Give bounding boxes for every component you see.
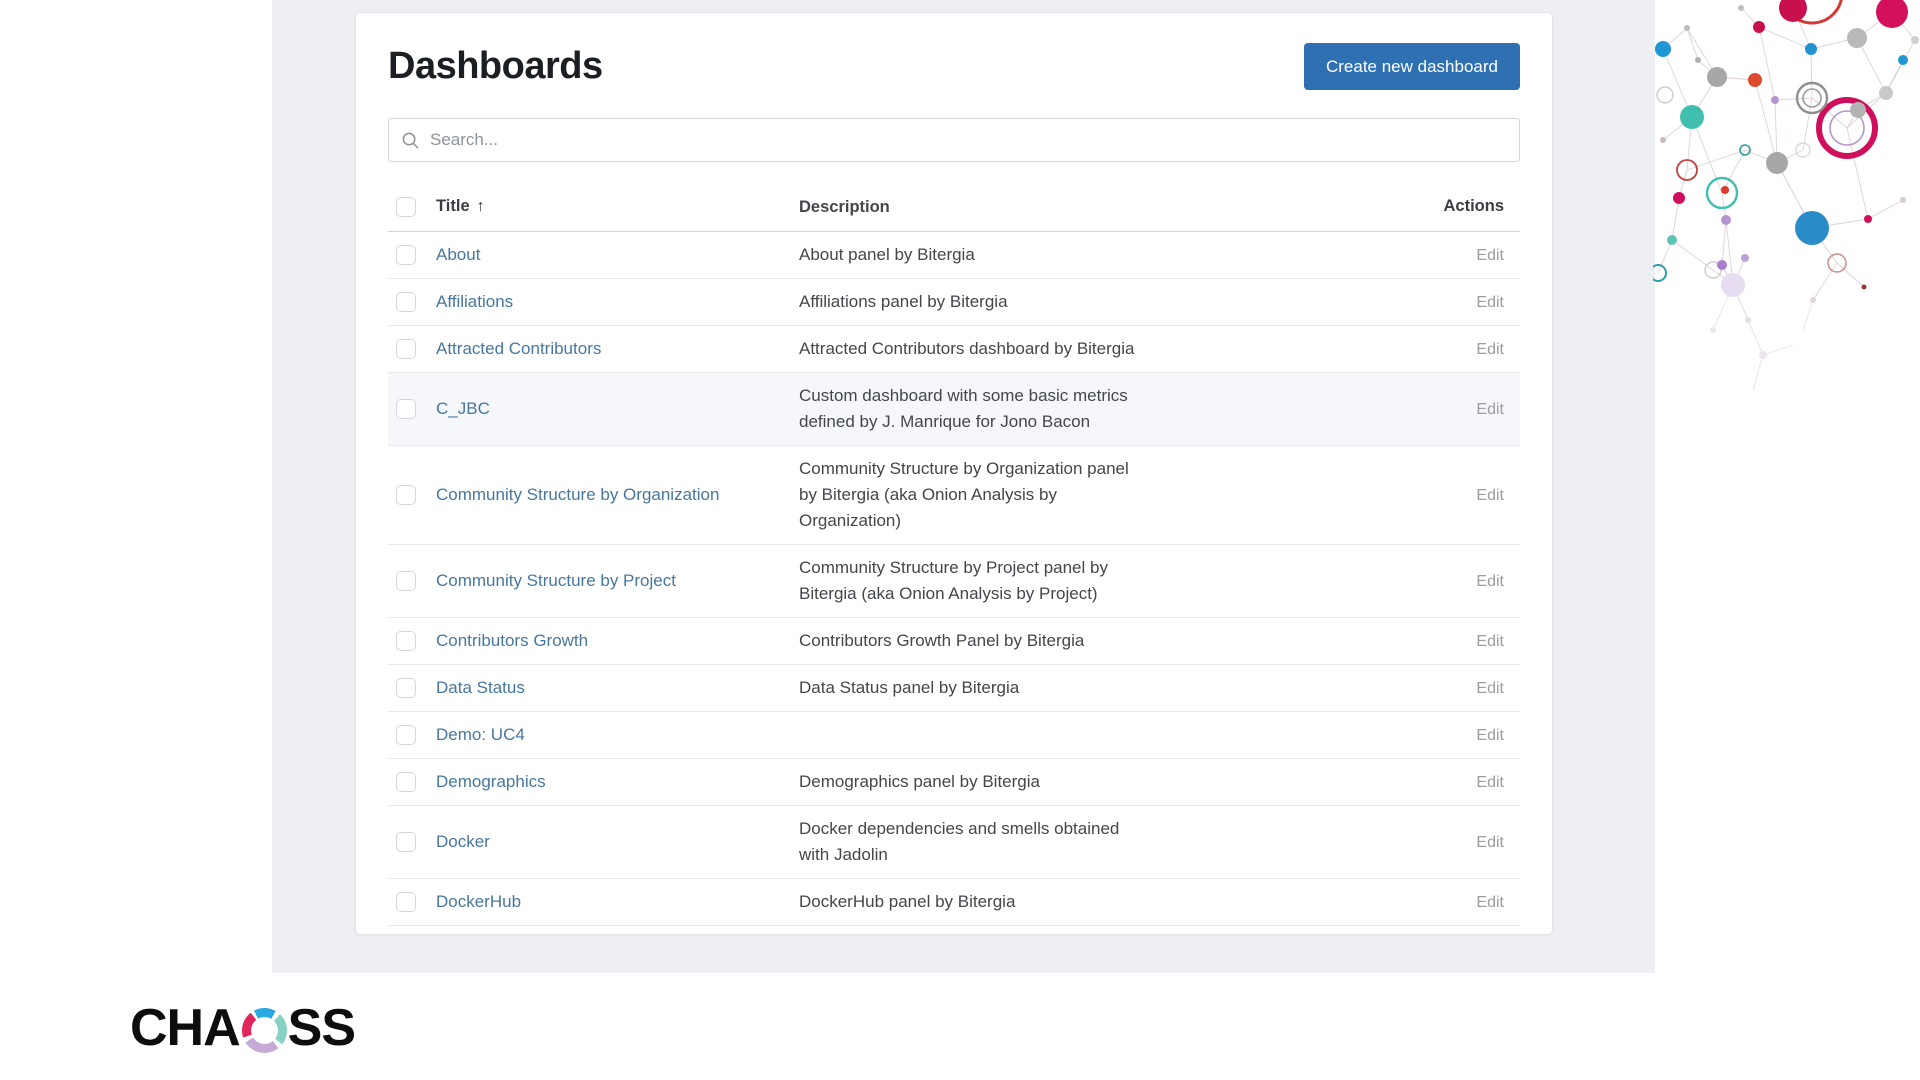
search-input[interactable] — [430, 130, 1507, 150]
edit-link[interactable]: Edit — [1476, 833, 1504, 851]
edit-link[interactable]: Edit — [1476, 572, 1504, 590]
edit-link[interactable]: Edit — [1476, 726, 1504, 744]
table-row: Data Status Data Status panel by Bitergi… — [388, 665, 1520, 712]
row-checkbox[interactable] — [396, 292, 416, 312]
row-checkbox[interactable] — [396, 339, 416, 359]
row-checkbox[interactable] — [396, 631, 416, 651]
create-new-dashboard-button[interactable]: Create new dashboard — [1303, 43, 1520, 90]
edit-link[interactable]: Edit — [1476, 486, 1504, 504]
dashboard-title-link[interactable]: About — [436, 245, 481, 264]
search-bar[interactable] — [388, 118, 1520, 162]
edit-link[interactable]: Edit — [1476, 246, 1504, 264]
dashboard-description: Community Structure by Project panel by … — [799, 558, 1108, 603]
table-row: About About panel by Bitergia Edit — [388, 232, 1520, 279]
dashboard-title-link[interactable]: DockerHub — [436, 892, 522, 911]
row-checkbox[interactable] — [396, 245, 416, 265]
table-row: Demographics Demographics panel by Biter… — [388, 759, 1520, 806]
dashboard-description: DockerHub panel by Bitergia — [799, 892, 1016, 911]
dashboard-title-link[interactable]: Data Status — [436, 678, 525, 697]
app-viewport: Dashboards Create new dashboard Title↑ D… — [272, 0, 1655, 973]
dashboard-title-link[interactable]: Demo: UC4 — [436, 725, 525, 744]
chaoss-logo-text-left: CHA — [130, 999, 241, 1057]
edit-link[interactable]: Edit — [1476, 340, 1504, 358]
column-header-actions: Actions — [1443, 197, 1504, 215]
row-checkbox[interactable] — [396, 892, 416, 912]
table-body: About About panel by Bitergia Edit Affil… — [388, 232, 1520, 926]
column-header-description: Description — [799, 197, 890, 216]
panel-header: Dashboards Create new dashboard — [388, 43, 1520, 90]
dashboard-title-link[interactable]: Docker — [436, 832, 490, 851]
edit-link[interactable]: Edit — [1476, 893, 1504, 911]
dashboard-description: Docker dependencies and smells obtained … — [799, 819, 1120, 864]
dashboard-description: Affiliations panel by Bitergia — [799, 292, 1008, 311]
dashboard-title-link[interactable]: C_JBC — [436, 399, 490, 418]
dashboard-description: Attracted Contributors dashboard by Bite… — [799, 339, 1135, 358]
row-checkbox[interactable] — [396, 772, 416, 792]
chaoss-logo: CHA SS — [130, 998, 356, 1058]
edit-link[interactable]: Edit — [1476, 773, 1504, 791]
table-row: Community Structure by Project Community… — [388, 545, 1520, 618]
dashboards-panel: Dashboards Create new dashboard Title↑ D… — [355, 12, 1553, 935]
dashboard-title-link[interactable]: Community Structure by Organization — [436, 485, 720, 504]
edit-link[interactable]: Edit — [1476, 632, 1504, 650]
chaoss-logo-ring-icon — [241, 1007, 287, 1053]
dashboard-description: Community Structure by Organization pane… — [799, 459, 1129, 530]
table-row: Attracted Contributors Attracted Contrib… — [388, 326, 1520, 373]
dashboard-description: Custom dashboard with some basic metrics… — [799, 386, 1128, 431]
table-row: Contributors Growth Contributors Growth … — [388, 618, 1520, 665]
row-checkbox[interactable] — [396, 678, 416, 698]
sort-ascending-icon: ↑ — [476, 198, 485, 215]
table-row: Docker Docker dependencies and smells ob… — [388, 806, 1520, 879]
edit-link[interactable]: Edit — [1476, 400, 1504, 418]
dashboard-description: Demographics panel by Bitergia — [799, 772, 1040, 791]
network-graph-decoration — [1653, 0, 1919, 391]
row-checkbox[interactable] — [396, 485, 416, 505]
select-all-checkbox[interactable] — [396, 196, 416, 217]
dashboard-description: Data Status panel by Bitergia — [799, 678, 1020, 697]
table-row: Demo: UC4 Edit — [388, 712, 1520, 759]
row-checkbox[interactable] — [396, 571, 416, 591]
table-row: DockerHub DockerHub panel by Bitergia Ed… — [388, 879, 1520, 926]
dashboard-description: About panel by Bitergia — [799, 245, 975, 264]
chaoss-logo-text-right: SS — [287, 999, 356, 1057]
table-header-row: Title ↑ Description Actions — [388, 182, 1520, 232]
page-title: Dashboards — [388, 45, 603, 87]
dashboard-description: Contributors Growth Panel by Bitergia — [799, 631, 1085, 650]
dashboards-table: Title ↑ Description Actions About About p… — [388, 182, 1520, 926]
dashboard-title-link[interactable]: Contributors Growth — [436, 631, 589, 650]
table-row: Community Structure by Organization Comm… — [388, 446, 1520, 545]
dashboard-title-link[interactable]: Affiliations — [436, 292, 514, 311]
dashboard-title-link[interactable]: Attracted Contributors — [436, 339, 602, 358]
table-row: Affiliations Affiliations panel by Biter… — [388, 279, 1520, 326]
edit-link[interactable]: Edit — [1476, 293, 1504, 311]
row-checkbox[interactable] — [396, 725, 416, 745]
dashboard-title-link[interactable]: Community Structure by Project — [436, 571, 676, 590]
dashboard-title-link[interactable]: Demographics — [436, 772, 546, 791]
row-checkbox[interactable] — [396, 832, 416, 852]
edit-link[interactable]: Edit — [1476, 679, 1504, 697]
row-checkbox[interactable] — [396, 399, 416, 419]
table-row: C_JBC Custom dashboard with some basic m… — [388, 373, 1520, 446]
column-header-title[interactable]: Title ↑ — [436, 197, 485, 215]
search-icon — [402, 132, 419, 149]
